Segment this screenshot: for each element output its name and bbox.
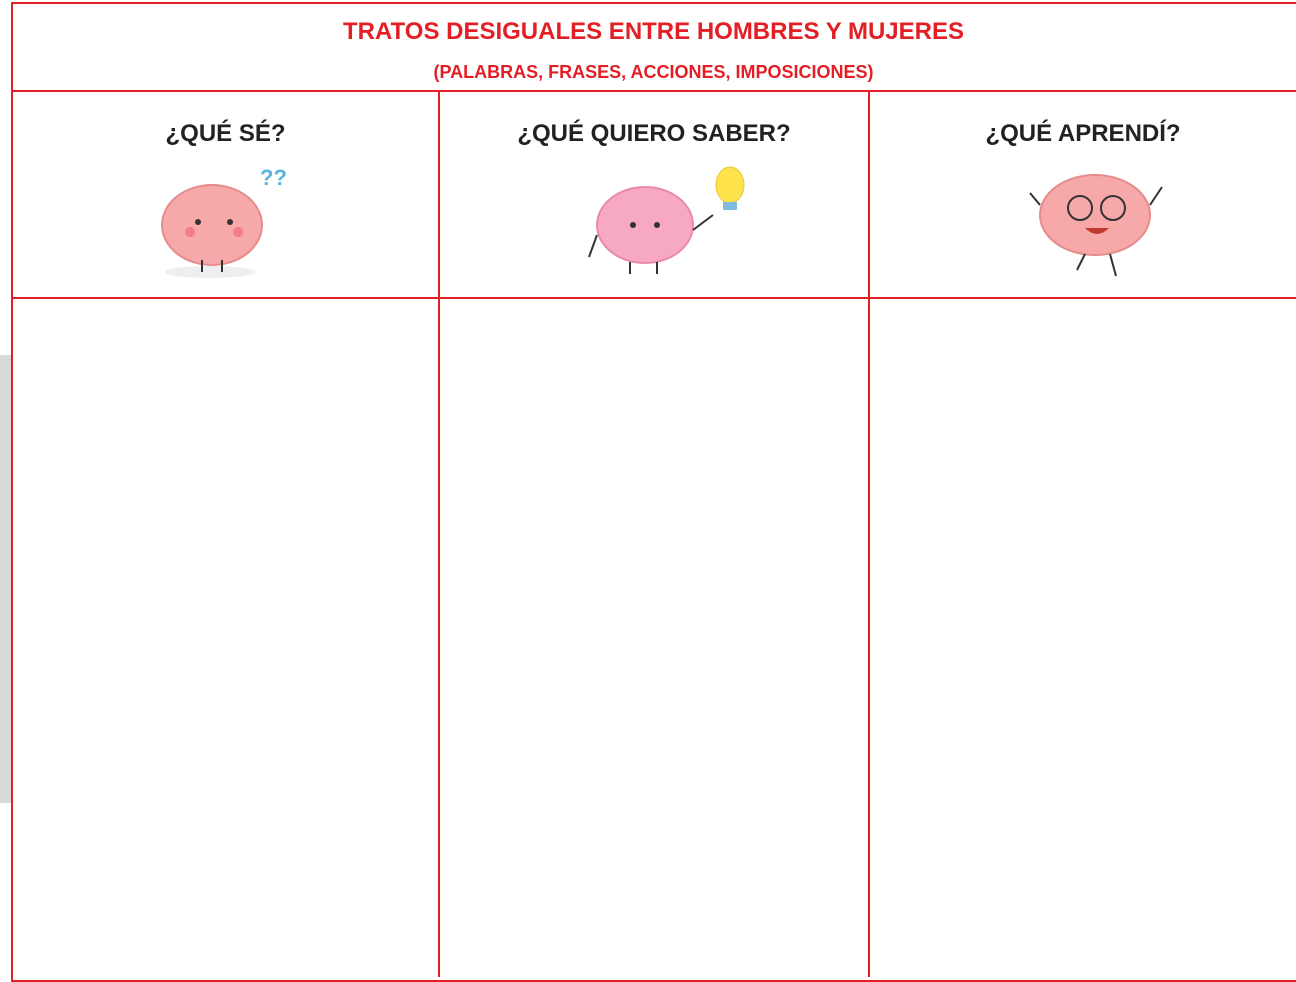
column-divider (868, 91, 870, 977)
table-frame (11, 2, 1296, 982)
side-strip (0, 355, 11, 803)
row-divider (11, 90, 1296, 92)
brain-icon: ?? (161, 165, 287, 278)
row-divider (11, 297, 1296, 299)
column-heading: ¿QUÉ SÉ? (165, 120, 286, 147)
svg-text:??: ?? (260, 165, 287, 190)
title: TRATOS DESIGUALES ENTRE HOMBRES Y MUJERE… (343, 18, 964, 45)
column-heading: ¿QUÉ APRENDÍ? (985, 120, 1181, 147)
column-divider (438, 91, 440, 977)
subtitle: (PALABRAS, FRASES, ACCIONES, IMPOSICIONE… (433, 62, 874, 82)
brain-icon (1029, 174, 1163, 277)
column-heading: ¿QUÉ QUIERO SABER? (517, 120, 791, 147)
brain-icon (588, 166, 745, 274)
